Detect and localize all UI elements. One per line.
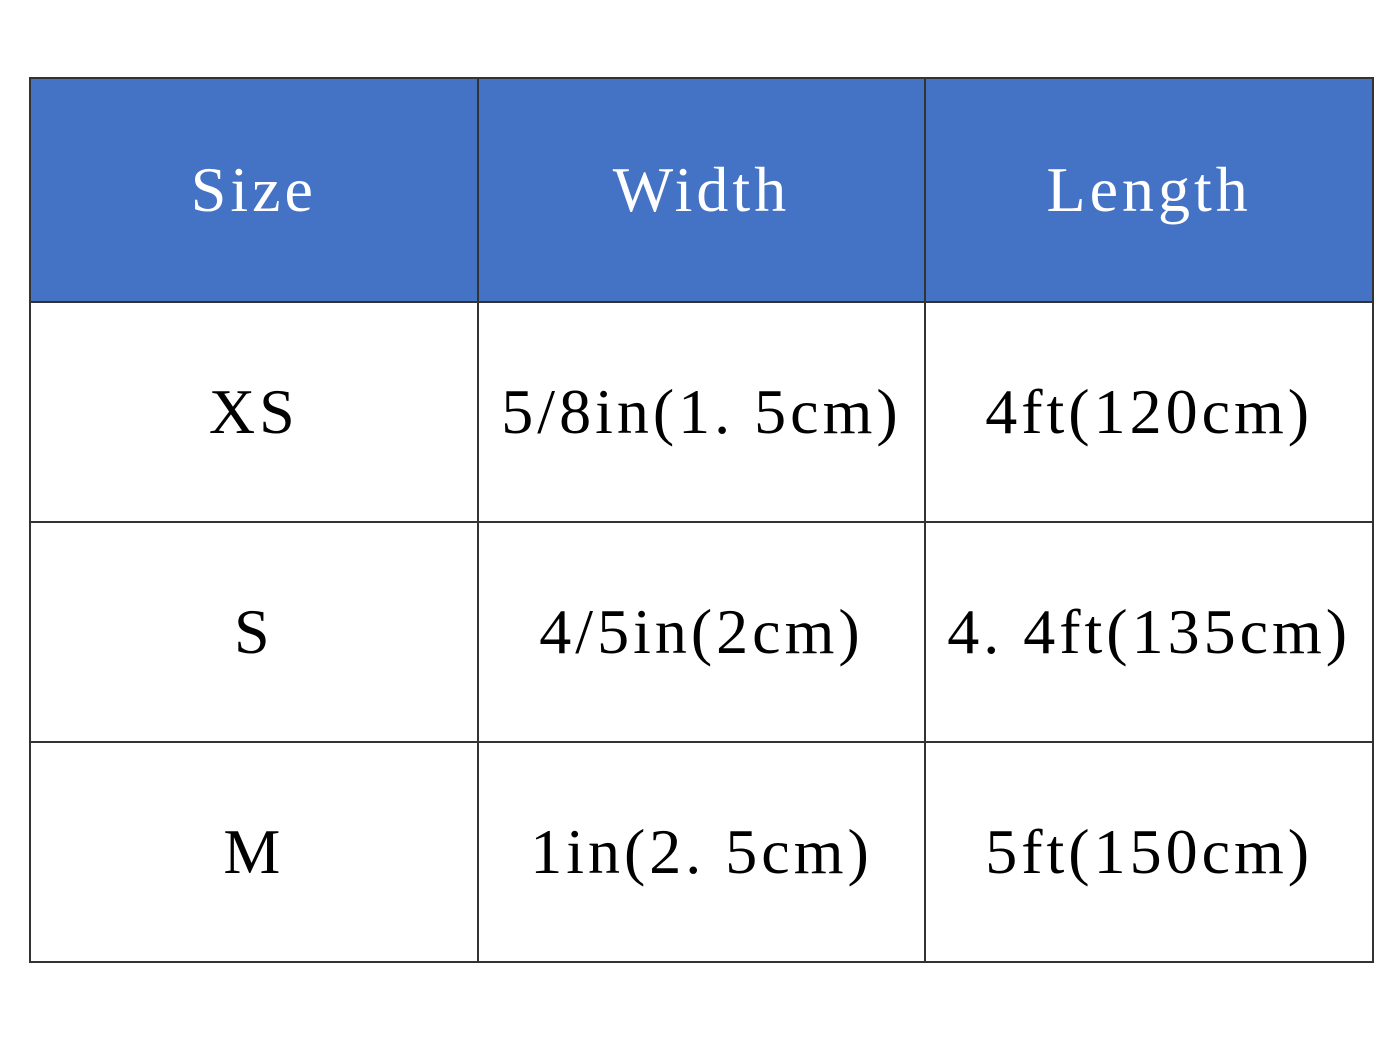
cell-xs-size: XS <box>29 301 479 523</box>
header-cell-width: Width <box>476 77 927 303</box>
cell-xs-width: 5/8in(1. 5cm) <box>476 301 927 523</box>
cell-m-length: 5ft(150cm) <box>924 741 1374 963</box>
table-row-s: S 4/5in(2cm) 4. 4ft(135cm) <box>29 521 1374 743</box>
header-cell-size: Size <box>29 77 479 303</box>
size-chart-table: Size Width Length XS 5/8in(1. 5cm) 4ft(1… <box>29 77 1374 963</box>
cell-s-length: 4. 4ft(135cm) <box>924 521 1374 743</box>
table-row-xs: XS 5/8in(1. 5cm) 4ft(120cm) <box>29 301 1374 523</box>
cell-s-size: S <box>29 521 479 743</box>
header-cell-length: Length <box>924 77 1374 303</box>
header-row: Size Width Length <box>29 77 1374 303</box>
cell-m-size: M <box>29 741 479 963</box>
size-chart-header: Size Width Length <box>29 77 1374 303</box>
cell-s-width: 4/5in(2cm) <box>476 521 927 743</box>
table-row-m: M 1in(2. 5cm) 5ft(150cm) <box>29 741 1374 963</box>
cell-m-width: 1in(2. 5cm) <box>476 741 927 963</box>
cell-xs-length: 4ft(120cm) <box>924 301 1374 523</box>
size-chart-body: XS 5/8in(1. 5cm) 4ft(120cm) S 4/5in(2cm)… <box>29 301 1374 963</box>
